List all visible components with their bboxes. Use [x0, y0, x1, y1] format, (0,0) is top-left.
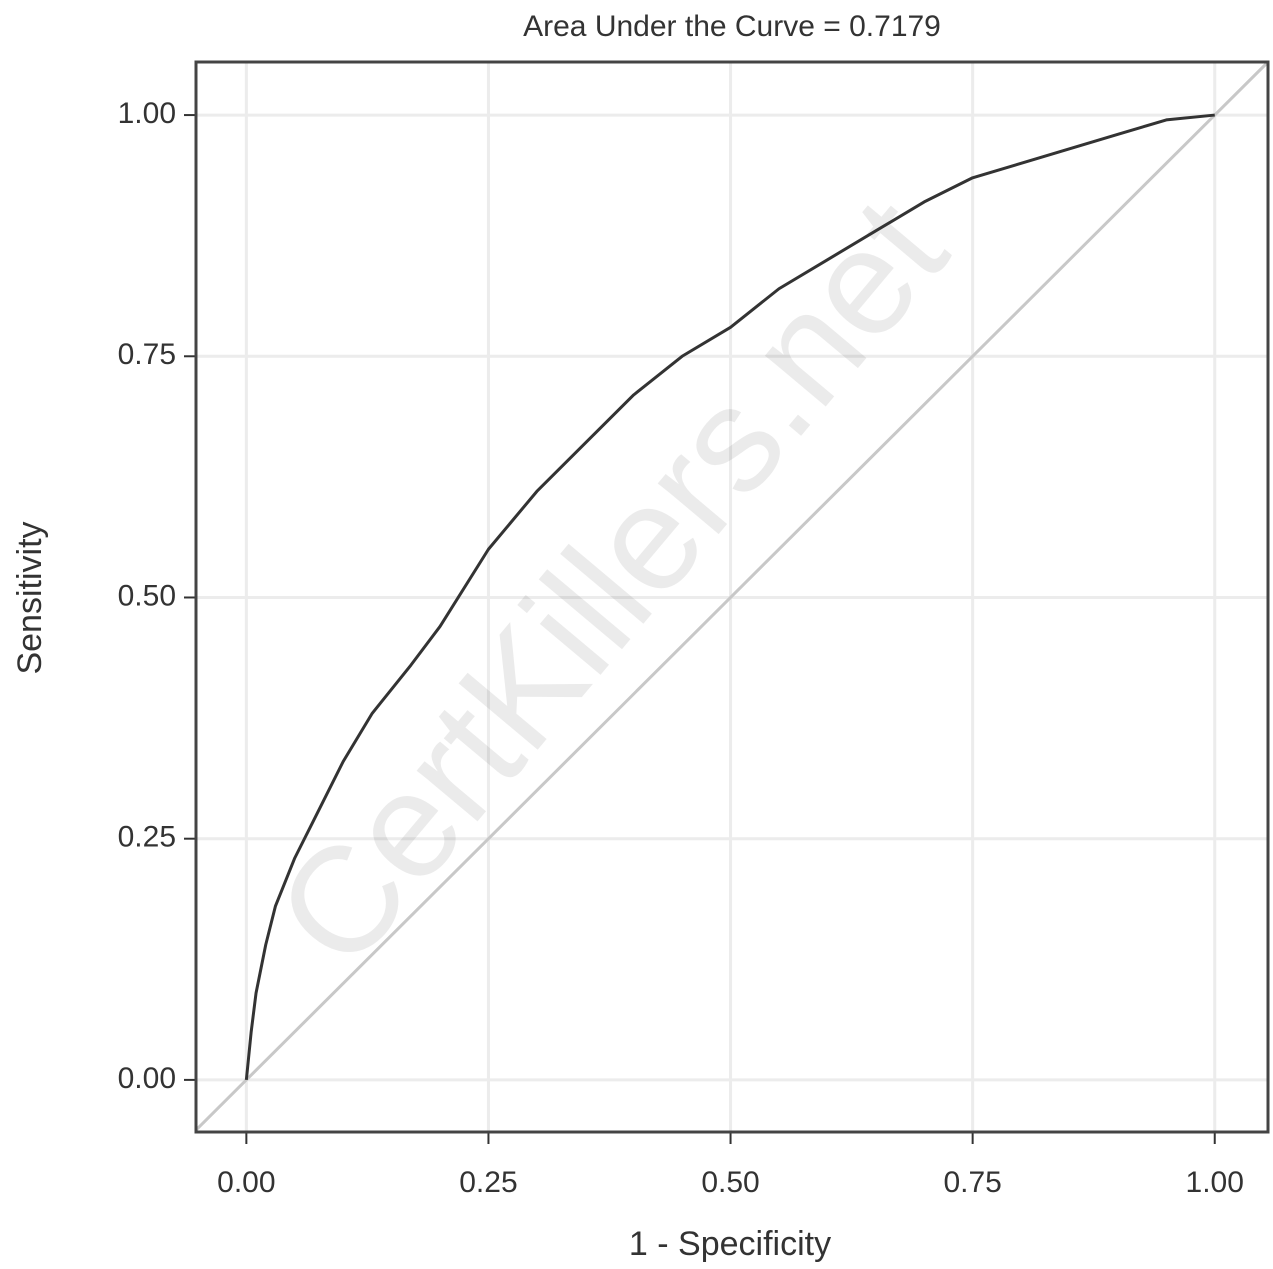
watermark: CertKillers.net [243, 167, 977, 997]
roc-curve [244, 113, 1215, 1081]
x-tick-label: 0.75 [943, 1166, 1001, 1199]
reference-line [194, 60, 1270, 1132]
y-tick-label: 0.75 [118, 338, 176, 371]
y-axis-label: Sensitivity [11, 521, 49, 674]
chart-title: Area Under the Curve = 0.7179 [523, 10, 941, 43]
x-axis-label: 1 - Specificity [629, 1225, 831, 1263]
x-tick-label: 0.25 [459, 1166, 517, 1199]
y-tick-label: 0.25 [118, 821, 176, 854]
y-tick-label: 0.50 [118, 579, 176, 612]
x-tick-label: 0.00 [217, 1166, 275, 1199]
y-tick-label: 1.00 [118, 97, 176, 130]
x-tick-label: 1.00 [1186, 1166, 1244, 1199]
plot-frame [194, 60, 1270, 1134]
y-tick-label: 0.00 [118, 1062, 176, 1095]
x-tick-label: 0.50 [701, 1166, 759, 1199]
